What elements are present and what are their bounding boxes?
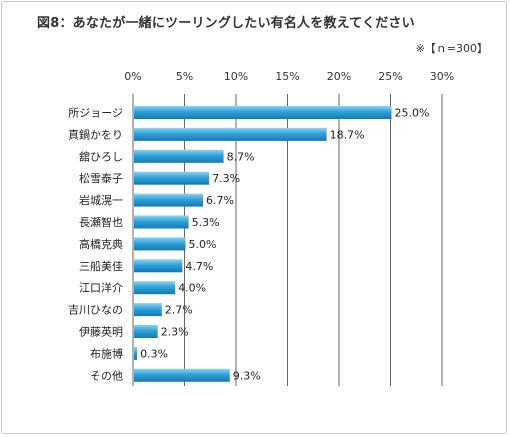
x-tick-label: 0% (124, 70, 141, 83)
value-label: 25.0% (395, 107, 430, 120)
bar (134, 237, 186, 251)
bar (134, 303, 162, 317)
x-tick-label: 15% (275, 70, 299, 83)
category-label: 三船美佳 (79, 259, 123, 273)
x-tick-label: 25% (378, 70, 402, 83)
bar (134, 171, 210, 185)
x-tick-label: 20% (327, 70, 351, 83)
value-label: 2.3% (161, 326, 189, 339)
category-label: 布施博 (90, 347, 123, 360)
value-label: 9.3% (233, 369, 261, 382)
category-label: 真鍋かをり (68, 127, 123, 141)
bar (134, 149, 224, 163)
value-label: 7.3% (212, 172, 240, 185)
value-label: 4.0% (178, 282, 206, 295)
category-label: 岩城滉一 (79, 193, 123, 207)
chart-title: 図8：あなたが一緒にツーリングしたい有名人を教えてください (37, 16, 415, 31)
bar (134, 325, 158, 338)
value-label: 6.7% (206, 194, 234, 207)
bar (134, 346, 138, 360)
category-label: 長瀬智也 (79, 215, 123, 229)
bar (134, 127, 327, 141)
x-axis-ticks: 0% 5% 10% 15% 20% 25% 30% (124, 70, 454, 83)
value-label: 5.3% (192, 216, 220, 229)
bar (134, 259, 183, 273)
value-label: 4.7% (185, 260, 213, 273)
category-label: 所ジョージ (68, 107, 123, 120)
category-label: 伊藤英明 (79, 325, 123, 339)
category-label: その他 (90, 369, 123, 382)
category-label: 松雪泰子 (79, 171, 123, 185)
category-labels: 所ジョージ真鍋かをり舘ひろし松雪泰子岩城滉一長瀬智也高橋克典三船美佳江口洋介吉川… (68, 107, 123, 383)
x-tick-label: 30% (430, 70, 454, 83)
bar (134, 193, 204, 207)
bar (134, 281, 176, 295)
bar (134, 368, 230, 382)
category-label: 舘ひろし (79, 149, 123, 163)
x-tick-label: 10% (224, 70, 248, 83)
category-label: 江口洋介 (79, 281, 123, 295)
value-label: 8.7% (227, 150, 255, 163)
category-label: 高橋克典 (79, 237, 123, 251)
x-tick-label: 5% (176, 70, 193, 83)
value-label: 18.7% (330, 128, 365, 141)
bars (134, 106, 392, 382)
value-label: 5.0% (189, 238, 217, 251)
value-label: 0.3% (140, 347, 168, 360)
value-label: 2.7% (165, 304, 193, 317)
category-label: 吉川ひなの (68, 304, 123, 317)
sample-size-note: ※【ｎ=300】 (415, 42, 488, 55)
value-labels: 25.0% 18.7% 8.7% 7.3% 6.7% 5.3% 5.0% 4.7% 4.0% 2.… (140, 107, 429, 383)
grid-lines (132, 94, 443, 386)
bar (134, 215, 189, 229)
bar (134, 106, 392, 119)
